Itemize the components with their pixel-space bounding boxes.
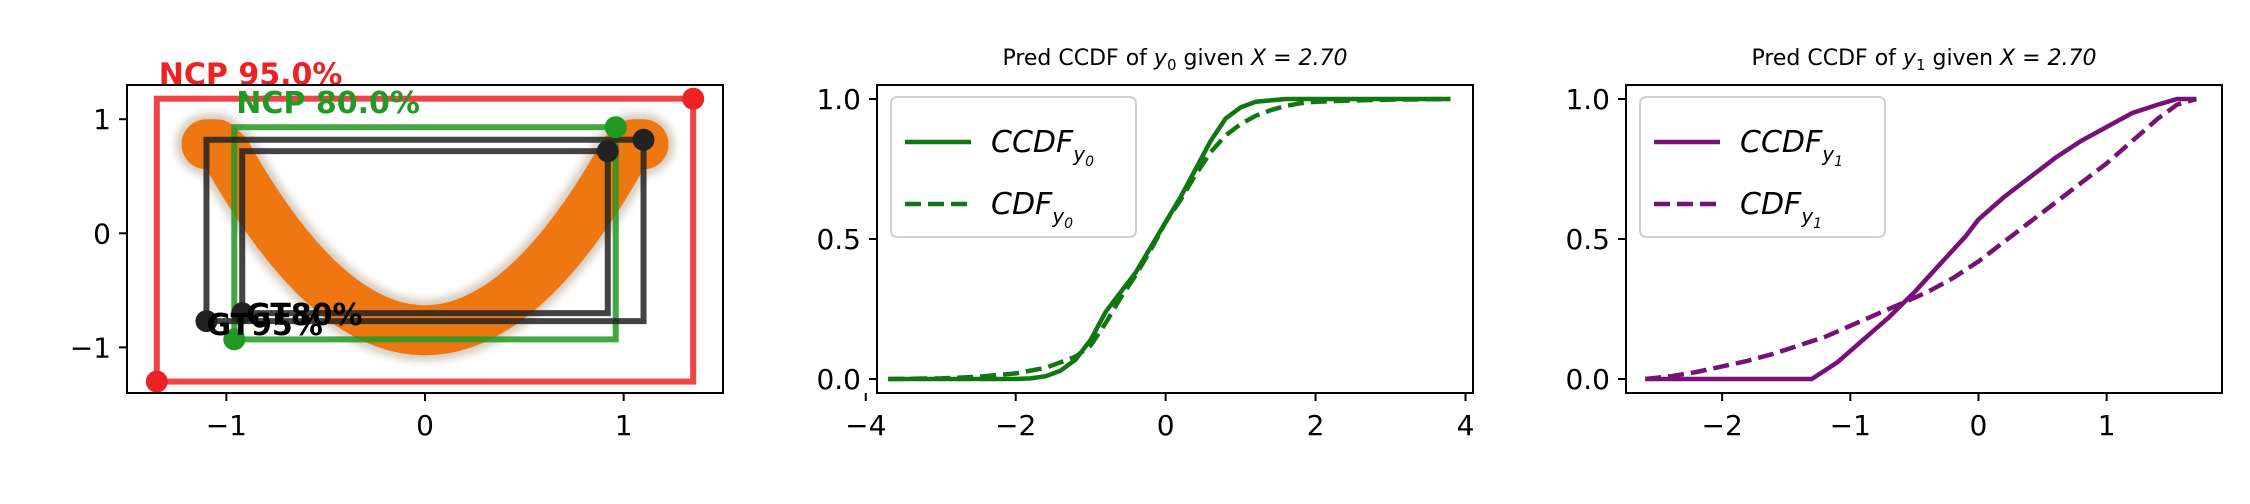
y-tick-label: 0.0 — [1565, 363, 1610, 396]
series-line-cdf — [888, 96, 1451, 382]
legend-label-cdf: CDFy1 — [1740, 187, 1822, 232]
panel-3-ccdf-y1: Pred CCDF of y1 given X = 2.70 −2 −1 0 1 0.0 0… — [1565, 46, 2223, 442]
region-box-2 — [203, 136, 647, 325]
y-tick-label: 0.5 — [816, 223, 861, 256]
x-tick-label: 0 — [416, 409, 434, 442]
box-label-3: GT80% — [246, 298, 362, 333]
y-tick-label: 0.0 — [816, 363, 861, 396]
panel-2-ccdf-y0: Pred CCDF of y0 given X = 2.70 −4 −2 0 2 4 0.0… — [816, 46, 1474, 442]
corner-point-low-3 — [231, 302, 254, 325]
x-tick-label: 2 — [1307, 409, 1325, 442]
x-tick-label: −4 — [845, 409, 886, 442]
region-box-1 — [231, 124, 619, 343]
corner-point-high-0 — [682, 87, 705, 110]
y-tick-label: 1.0 — [816, 83, 861, 116]
x-tick-label: 0 — [1157, 409, 1175, 442]
y-tick-label: −1 — [70, 331, 111, 364]
panel-title: Pred CCDF of y0 given X = 2.70 — [1002, 46, 1347, 74]
y-tick-label: 0.5 — [1565, 223, 1610, 256]
x-tick-label: 0 — [1970, 409, 1988, 442]
x-tick-label: −2 — [995, 409, 1036, 442]
region-box-3 — [239, 148, 611, 317]
panel-1-scatter: NCP 95.0%NCP 80.0% GT95%GT80% −1 0 1 −1 0 1 — [70, 58, 724, 442]
corner-point-high-2 — [632, 128, 655, 151]
x-tick-label: −2 — [1701, 409, 1742, 442]
legend: CCDFy1 CDFy1 — [1639, 96, 1886, 238]
y-tick-label: 0 — [93, 217, 111, 250]
corner-point-high-1 — [604, 116, 627, 139]
panel-title: Pred CCDF of y1 given X = 2.70 — [1751, 46, 2096, 74]
corner-point-low-1 — [223, 328, 246, 351]
x-tick-label: −1 — [1830, 409, 1871, 442]
box-label-2: GT95% — [206, 308, 322, 343]
scatter-points — [175, 113, 675, 362]
legend-label-ccdf: CCDFy0 — [991, 125, 1094, 170]
x-tick-label: 4 — [1457, 409, 1475, 442]
corner-point-high-3 — [596, 140, 619, 163]
box-label-1: NCP 80.0% — [236, 86, 420, 121]
legend: CCDFy0 CDFy0 — [890, 96, 1137, 238]
legend-label-cdf: CDFy0 — [991, 187, 1073, 232]
x-tick-label: 1 — [2098, 409, 2116, 442]
box-label-0: NCP 95.0% — [159, 58, 343, 93]
x-tick-label: −1 — [206, 409, 247, 442]
corner-point-low-2 — [195, 310, 218, 333]
scatter-band — [181, 119, 669, 356]
corner-point-low-0 — [145, 370, 168, 393]
y-tick-label: 1.0 — [1565, 83, 1610, 116]
legend-label-ccdf: CCDFy1 — [1740, 125, 1843, 170]
x-tick-label: 1 — [615, 409, 633, 442]
y-tick-label: 1 — [93, 103, 111, 136]
region-box-0 — [153, 95, 697, 385]
series-line-ccdf — [1645, 96, 2197, 382]
series-line-cdf — [1644, 96, 2198, 382]
